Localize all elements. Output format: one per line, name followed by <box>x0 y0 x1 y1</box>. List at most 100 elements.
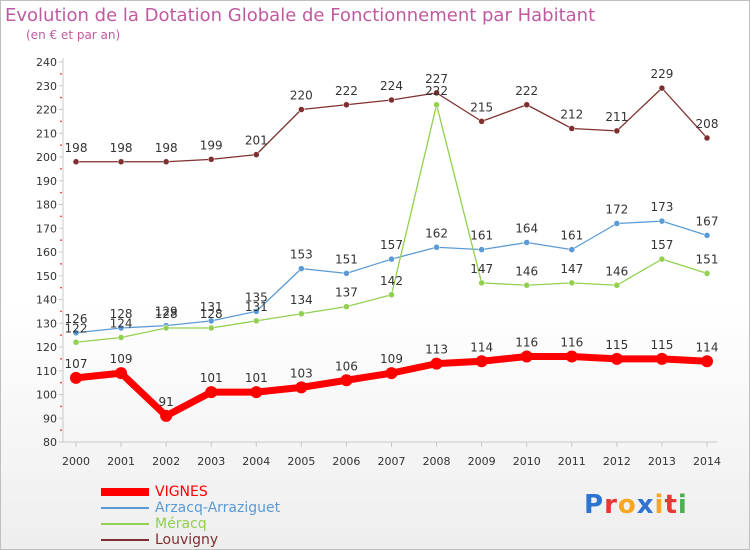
data-label-vignes: 114 <box>470 340 493 354</box>
data-label-m-racq: 134 <box>290 293 313 307</box>
data-point-m-racq <box>117 334 125 341</box>
x-tick-label: 2008 <box>423 455 451 468</box>
x-tick-label: 2003 <box>197 455 225 468</box>
data-label-vignes: 101 <box>200 371 223 385</box>
y-tick-label: 130 <box>36 317 57 330</box>
data-label-vignes: 91 <box>159 395 174 409</box>
data-label-arzacq-arraziguet: 161 <box>470 229 493 243</box>
y-tick-label: 150 <box>36 270 57 283</box>
data-label-arzacq-arraziguet: 128 <box>110 307 133 321</box>
y-minor-tick <box>60 215 62 218</box>
data-point-louvigny <box>478 118 485 125</box>
legend-swatch <box>101 539 149 541</box>
legend-swatch <box>101 488 149 496</box>
y-minor-tick <box>60 405 62 408</box>
data-label-vignes: 116 <box>515 336 538 350</box>
data-label-m-racq: 124 <box>110 317 133 331</box>
data-label-vignes: 106 <box>335 359 358 373</box>
data-point-louvigny <box>433 89 440 97</box>
data-point-arzacq-arraziguet <box>253 308 260 315</box>
data-label-m-racq: 142 <box>380 274 403 288</box>
y-minor-tick <box>60 429 62 432</box>
x-tick-label: 2001 <box>107 455 135 468</box>
data-point-m-racq <box>613 282 621 289</box>
y-tick-label: 190 <box>36 175 57 188</box>
data-label-arzacq-arraziguet: 135 <box>245 290 268 304</box>
data-point-m-racq <box>523 282 530 289</box>
data-label-louvigny: 215 <box>470 100 493 114</box>
data-point-vignes <box>475 355 488 368</box>
y-tick-label: 220 <box>36 104 57 117</box>
data-point-louvigny <box>207 156 215 163</box>
data-point-arzacq-arraziguet <box>523 239 530 246</box>
data-label-louvigny: 212 <box>560 108 583 122</box>
data-label-louvigny: 222 <box>515 84 538 98</box>
data-label-louvigny: 201 <box>245 134 268 148</box>
data-label-louvigny: 227 <box>425 72 448 86</box>
legend-item-arzacq-arraziguet: Arzacq-Arraziguet <box>101 500 280 516</box>
data-point-m-racq <box>658 255 666 263</box>
data-point-louvigny <box>388 96 395 104</box>
data-point-vignes <box>610 352 623 365</box>
chart-legend: VIGNES Arzacq-Arraziguet Méracq Louvigny <box>101 484 280 548</box>
data-point-vignes <box>70 371 82 384</box>
y-minor-tick <box>60 310 62 313</box>
data-label-m-racq: 157 <box>650 238 673 252</box>
data-point-vignes <box>701 355 713 368</box>
y-tick-label: 90 <box>43 412 57 425</box>
data-label-vignes: 109 <box>110 352 133 366</box>
data-label-louvigny: 199 <box>200 138 223 152</box>
data-point-arzacq-arraziguet <box>117 324 125 332</box>
data-point-arzacq-arraziguet <box>207 317 215 325</box>
data-label-vignes: 114 <box>696 340 719 354</box>
data-point-arzacq-arraziguet <box>568 246 576 253</box>
data-point-m-racq <box>72 339 80 346</box>
y-tick-label: 200 <box>36 151 57 164</box>
data-label-louvigny: 211 <box>605 110 628 124</box>
data-label-m-racq: 128 <box>200 307 223 321</box>
y-tick-label: 180 <box>36 199 57 212</box>
y-minor-tick <box>60 72 62 75</box>
data-label-louvigny: 224 <box>380 79 403 93</box>
data-point-arzacq-arraziguet <box>658 217 666 225</box>
data-point-m-racq <box>162 324 170 332</box>
data-label-louvigny: 208 <box>696 117 719 131</box>
data-point-vignes <box>205 386 218 399</box>
data-label-vignes: 101 <box>245 371 268 385</box>
data-point-m-racq <box>253 317 260 325</box>
data-label-arzacq-arraziguet: 162 <box>425 226 448 240</box>
legend-label: VIGNES <box>155 484 208 500</box>
data-label-vignes: 115 <box>605 338 628 352</box>
data-label-arzacq-arraziguet: 129 <box>155 305 178 319</box>
data-point-louvigny <box>253 151 260 158</box>
legend-swatch <box>101 523 149 525</box>
chart-title: Evolution de la Dotation Globale de Fonc… <box>5 5 596 26</box>
data-label-arzacq-arraziguet: 151 <box>335 252 358 266</box>
data-point-vignes <box>340 374 353 387</box>
data-label-vignes: 103 <box>290 366 313 380</box>
data-point-m-racq <box>568 279 576 287</box>
data-point-arzacq-arraziguet <box>478 246 485 253</box>
x-tick-label: 2007 <box>378 455 406 468</box>
data-point-m-racq <box>343 303 350 310</box>
x-tick-label: 2000 <box>62 455 90 468</box>
data-label-louvigny: 222 <box>335 84 358 98</box>
y-tick-label: 230 <box>36 80 57 93</box>
x-tick-label: 2014 <box>693 455 721 468</box>
proxiti-logo: Proxiti <box>584 490 688 520</box>
data-label-louvigny: 198 <box>110 141 133 155</box>
data-label-m-racq: 137 <box>335 286 358 300</box>
data-label-arzacq-arraziguet: 172 <box>605 203 628 217</box>
data-label-louvigny: 198 <box>155 141 178 155</box>
legend-item-vignes: VIGNES <box>101 484 280 500</box>
legend-label: Arzacq-Arraziguet <box>155 500 281 516</box>
data-point-vignes <box>655 352 668 365</box>
data-label-louvigny: 198 <box>65 141 88 155</box>
y-tick-label: 140 <box>36 294 57 307</box>
data-label-m-racq: 222 <box>425 84 448 98</box>
y-minor-tick <box>60 357 62 360</box>
data-point-vignes <box>115 367 128 380</box>
y-minor-tick <box>60 120 62 123</box>
y-minor-tick <box>60 167 62 170</box>
